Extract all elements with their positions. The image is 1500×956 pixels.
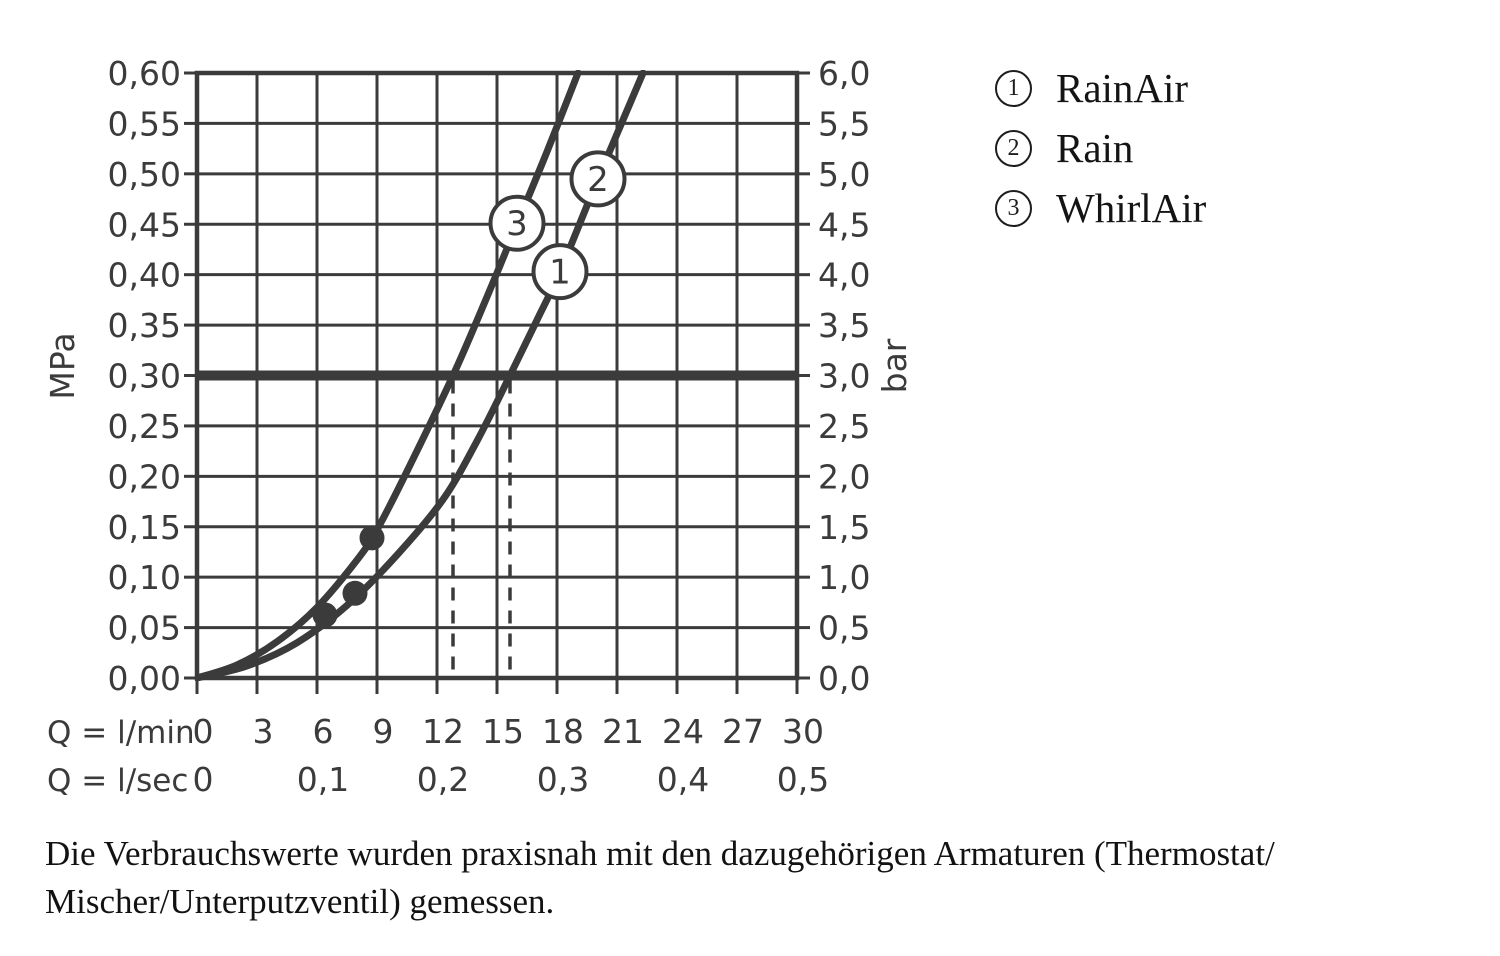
legend-item-rainair: 1 RainAir bbox=[995, 58, 1206, 118]
right-axis-tick-label: 6,0 bbox=[818, 54, 870, 93]
left-axis-tick-label: 0,05 bbox=[108, 609, 181, 648]
x-axis-lmin-tick-label: 6 bbox=[313, 712, 334, 751]
y-left-unit-label: MPa bbox=[43, 332, 82, 399]
left-axis-tick-label: 0,60 bbox=[108, 54, 181, 93]
flow-rate-pressure-chart: 0,600,550,500,450,400,350,300,250,200,15… bbox=[43, 54, 914, 799]
right-axis-tick-label: 5,0 bbox=[818, 155, 870, 194]
x-axis-lmin-tick-label: 30 bbox=[782, 712, 824, 751]
x-axis-lsec-tick-label: 0,2 bbox=[417, 760, 469, 799]
x-axis-lsec-tick-label: 0,1 bbox=[297, 760, 349, 799]
curve-badge-circle-1 bbox=[531, 243, 589, 301]
x-axis-lmin-tick-label: 3 bbox=[253, 712, 274, 751]
left-axis-tick-label: 0,40 bbox=[108, 256, 181, 295]
x-axis-lsec-tick-label: 0 bbox=[193, 760, 214, 799]
x-axis-lmin-tick-label: 21 bbox=[602, 712, 644, 751]
left-axis-tick-label: 0,30 bbox=[108, 357, 181, 396]
right-axis-tick-label: 0,5 bbox=[818, 609, 870, 648]
left-axis-tick-label: 0,45 bbox=[108, 205, 181, 244]
legend: 1 RainAir 2 Rain 3 WhirlAir bbox=[995, 58, 1206, 238]
y-right-unit-label: bar bbox=[875, 338, 914, 393]
measured-dot bbox=[342, 580, 368, 606]
right-axis-tick-label: 1,5 bbox=[818, 508, 870, 547]
x-axis-lmin-tick-label: 15 bbox=[482, 712, 524, 751]
right-axis-tick-label: 4,5 bbox=[818, 205, 870, 244]
axis-ticks bbox=[184, 71, 810, 694]
curve-B-1-2 bbox=[195, 70, 647, 681]
x-axis-lsec-tick-label: 0,3 bbox=[537, 760, 589, 799]
x-axis-row2-label: Q = l/sec bbox=[47, 763, 188, 799]
caption-line-2: Mischer/Unterputzventil) gemessen. bbox=[45, 882, 555, 921]
x-axis-lmin-tick-label: 18 bbox=[542, 712, 584, 751]
left-axis-tick-label: 0,15 bbox=[108, 508, 181, 547]
curve-badge-circle-2 bbox=[569, 150, 627, 208]
right-axis-tick-label: 0,0 bbox=[818, 659, 870, 698]
left-axis-tick-label: 0,50 bbox=[108, 155, 181, 194]
x-axis-lmin-tick-label: 0 bbox=[193, 712, 214, 751]
legend-badge-2: 2 bbox=[995, 129, 1032, 167]
left-axis-tick-label: 0,25 bbox=[108, 407, 181, 446]
x-axis-lmin-tick-label: 9 bbox=[373, 712, 394, 751]
legend-label-rain: Rain bbox=[1056, 124, 1134, 171]
caption-line-1: Die Verbrauchswerte wurden praxisnah mit… bbox=[45, 834, 1275, 873]
measured-dot bbox=[359, 525, 385, 551]
right-axis-tick-label: 3,0 bbox=[818, 357, 870, 396]
legend-badge-1: 1 bbox=[995, 69, 1032, 107]
x-axis-row1-label: Q = l/min bbox=[47, 715, 195, 751]
right-axis-tick-label: 5,5 bbox=[818, 104, 870, 143]
x-axis-lmin-tick-label: 12 bbox=[422, 712, 464, 751]
legend-item-rain: 2 Rain bbox=[995, 118, 1206, 178]
measured-dot bbox=[312, 602, 338, 628]
x-axis-lmin-tick-label: 24 bbox=[662, 712, 704, 751]
x-axis-lmin-tick-label: 27 bbox=[722, 712, 764, 751]
left-axis-tick-label: 0,35 bbox=[108, 306, 181, 345]
left-axis-tick-label: 0,55 bbox=[108, 104, 181, 143]
x-axis-lsec-tick-label: 0,5 bbox=[777, 760, 829, 799]
right-axis-tick-label: 4,0 bbox=[818, 256, 870, 295]
left-axis-tick-label: 0,00 bbox=[108, 659, 181, 698]
caption-text: Die Verbrauchswerte wurden praxisnah mit… bbox=[45, 830, 1275, 926]
curve-badge-number-3: 3 bbox=[506, 204, 528, 244]
curve-badge-number-1: 1 bbox=[549, 253, 571, 293]
curve-badge-number-2: 2 bbox=[587, 160, 609, 200]
right-axis-tick-label: 2,0 bbox=[818, 457, 870, 496]
right-axis-tick-label: 1,0 bbox=[818, 558, 870, 597]
left-axis-tick-label: 0,20 bbox=[108, 457, 181, 496]
legend-badge-3: 3 bbox=[995, 189, 1032, 227]
curve-badge-circle-3 bbox=[488, 194, 546, 252]
right-axis-tick-label: 2,5 bbox=[818, 407, 870, 446]
x-axis-lsec-tick-label: 0,4 bbox=[657, 760, 709, 799]
legend-item-whirlair: 3 WhirlAir bbox=[995, 178, 1206, 238]
left-axis-tick-label: 0,10 bbox=[108, 558, 181, 597]
right-axis-tick-label: 3,5 bbox=[818, 306, 870, 345]
legend-label-whirlair: WhirlAir bbox=[1056, 184, 1207, 231]
legend-label-rainair: RainAir bbox=[1056, 64, 1189, 111]
